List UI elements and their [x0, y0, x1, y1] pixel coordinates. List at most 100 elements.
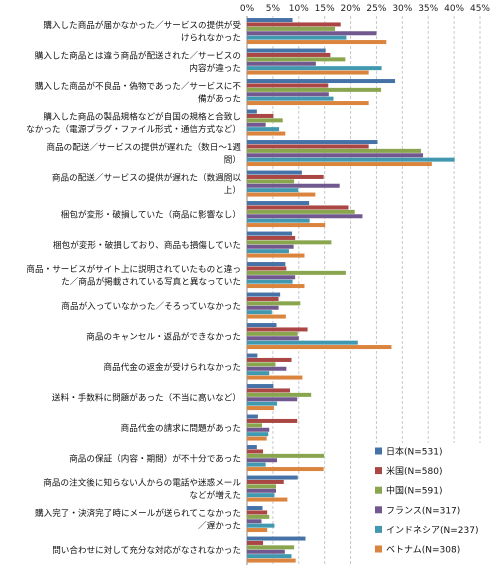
bar — [247, 40, 387, 45]
bar — [247, 22, 341, 27]
legend-box — [368, 443, 486, 565]
x-tick-label: 10% — [289, 4, 309, 14]
bar — [247, 414, 258, 419]
bar — [247, 467, 324, 472]
bar — [247, 296, 279, 301]
legend-label: 中国(N=591) — [386, 485, 442, 497]
x-tick-label: 20% — [341, 4, 361, 14]
bar — [247, 340, 358, 345]
legend-label: 米国(N=580) — [386, 465, 442, 477]
bar — [247, 345, 392, 350]
bar — [247, 61, 316, 66]
x-tick-labels: 0% 5% 10% 15% 20% 25% 30% 35% 40% 45% — [240, 4, 491, 14]
bar — [247, 362, 276, 367]
category-label: 購入した商品が不良品・偽物であった／サービスに不 — [35, 80, 242, 92]
category-label: 購入完了・決済完了時にメールが送られてこなかった — [35, 507, 241, 519]
bars-layer — [247, 18, 455, 563]
bar — [247, 231, 293, 236]
bar — [247, 26, 336, 31]
bar — [247, 540, 264, 545]
bar — [247, 331, 298, 336]
x-tick-label: 40% — [444, 4, 464, 14]
bar — [247, 510, 268, 515]
bar — [247, 249, 289, 254]
bar — [247, 436, 267, 441]
x-tick-label: 5% — [266, 4, 281, 14]
legend-swatch — [375, 486, 382, 494]
bar — [247, 453, 325, 458]
bar — [247, 445, 257, 450]
bar — [247, 96, 334, 101]
bar — [247, 66, 382, 71]
category-labels: 購入した商品が届かなかった／サービスの提供が受けられなかった購入した商品とは違う… — [26, 19, 241, 556]
bar — [247, 488, 276, 493]
legend-label: フランス(N=317) — [386, 505, 460, 516]
bar — [247, 279, 293, 284]
category-label: 商品代金の返金が受けられなかった — [103, 361, 241, 373]
bar — [247, 218, 310, 223]
bar — [247, 423, 263, 428]
bar — [247, 384, 274, 389]
bar — [247, 506, 263, 511]
bar — [247, 392, 312, 397]
bar — [247, 153, 424, 158]
bar — [247, 427, 270, 432]
x-tick-label: 35% — [418, 4, 438, 14]
category-label: 内容が違った — [189, 62, 241, 74]
bar — [247, 375, 303, 380]
bar — [247, 406, 274, 411]
bar — [247, 475, 298, 480]
bar — [247, 31, 377, 36]
bar — [247, 57, 346, 62]
category-label: 商品の注文後に知らない人からの電話や迷惑メール — [43, 477, 241, 489]
bar — [247, 301, 301, 306]
bar — [247, 235, 296, 240]
bar — [247, 214, 363, 219]
category-label: 商品代金の請求に問題があった — [121, 422, 241, 434]
category-label: 商品のキャンセル・返品ができなかった — [86, 330, 241, 342]
bar — [247, 253, 305, 258]
bar — [247, 401, 278, 406]
x-tick-label: 45% — [470, 4, 490, 14]
category-label: けられなかった — [181, 33, 241, 44]
bar — [247, 188, 299, 193]
bar — [247, 262, 286, 267]
category-label: 商品が入っていなかった／そろっていなかった — [61, 300, 241, 312]
bar — [247, 179, 295, 184]
category-label: 商品の配送／サービスの提供が遅れた（数日～1週 — [46, 141, 241, 153]
bar — [247, 549, 285, 554]
legend-swatch — [375, 506, 382, 514]
legend-label: 日本(N=531) — [386, 446, 442, 458]
bar — [247, 284, 305, 289]
category-label: 購入した商品が届かなかった／サービスの提供が受 — [43, 19, 241, 31]
bar — [247, 523, 275, 528]
bar — [247, 83, 329, 88]
bar — [247, 449, 264, 454]
legend-swatch — [375, 545, 382, 553]
x-tick-label: 15% — [315, 4, 335, 14]
bar — [247, 536, 306, 541]
bar — [247, 170, 302, 175]
bar — [247, 514, 270, 519]
bar — [247, 270, 346, 275]
bar — [247, 174, 324, 179]
category-label: 備があった — [198, 93, 241, 105]
bar — [247, 336, 299, 341]
bar — [247, 109, 257, 114]
bar — [247, 275, 296, 280]
bar — [247, 545, 295, 550]
category-label: などが増えた — [189, 489, 241, 501]
bar — [247, 223, 326, 228]
bar — [247, 314, 286, 319]
legend-swatch — [375, 447, 382, 455]
bar — [247, 497, 288, 502]
category-label: 商品・サービスがサイト上に説明されていたものと違っ — [26, 263, 241, 275]
bar — [247, 79, 396, 84]
bar — [247, 418, 298, 423]
bar — [247, 323, 277, 328]
bar — [247, 266, 287, 271]
bar — [247, 479, 284, 484]
bar — [247, 18, 293, 23]
x-tick-label: 0% — [240, 4, 255, 14]
